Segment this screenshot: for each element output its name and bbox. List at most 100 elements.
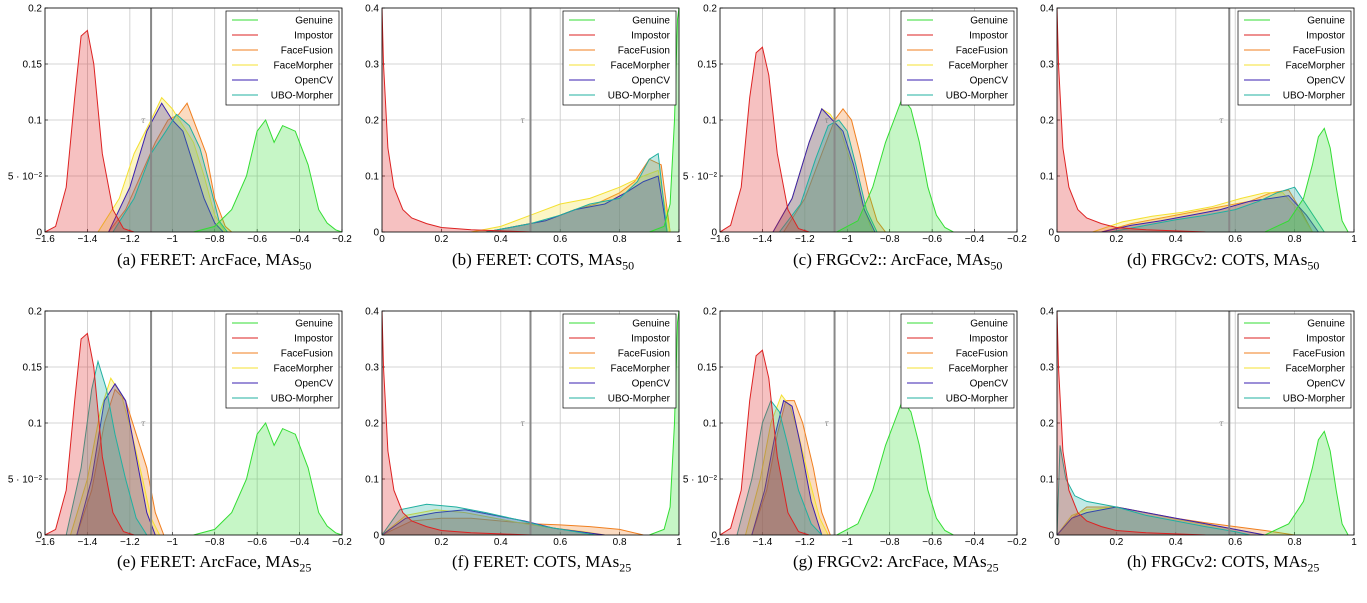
area-impostor bbox=[45, 333, 135, 535]
area-opencv bbox=[108, 103, 224, 232]
x-tick-label: −0.6 bbox=[922, 234, 942, 245]
x-tick-label: −1.4 bbox=[78, 537, 98, 548]
line-ubo-morpher bbox=[112, 113, 228, 232]
x-tick-label: 1 bbox=[676, 537, 682, 548]
x-tick-label: 0 bbox=[1054, 537, 1060, 548]
area-ubo-morpher bbox=[112, 114, 228, 232]
x-tick-label: 0.4 bbox=[1169, 234, 1183, 245]
x-tick-label: 0.2 bbox=[434, 537, 448, 548]
chart-svg: −1.6 −1.4 −1.2 −1 −0.8 −0.6 −0.4 −0.2 0 5 · 10⁻² 0… bbox=[8, 307, 352, 549]
x-tick-label: 0.6 bbox=[553, 234, 567, 245]
area-facefusion bbox=[751, 400, 831, 535]
y-tick-label: 0.1 bbox=[28, 116, 42, 127]
x-tick-label: −0.2 bbox=[332, 537, 352, 548]
legend-label: Impostor bbox=[969, 31, 1009, 42]
y-tick-label: 0.1 bbox=[703, 116, 717, 127]
caption-text: (g) FRGCv2: ArcFace, MAs bbox=[793, 552, 987, 571]
legend-box bbox=[1237, 10, 1352, 106]
threshold-label: τ bbox=[141, 116, 146, 125]
legend-label: OpenCV bbox=[1307, 76, 1346, 87]
x-tick-label: 0.2 bbox=[1109, 537, 1123, 548]
line-facemorpher bbox=[70, 377, 161, 535]
x-tick-label: −1.6 bbox=[710, 537, 730, 548]
y-tick-label: 0 bbox=[36, 531, 42, 542]
legend-label: FaceMorpher bbox=[1286, 364, 1346, 375]
line-ubo-morpher bbox=[485, 152, 668, 232]
chart-caption: (e) FERET: ArcFace, MAs25 bbox=[117, 552, 311, 575]
legend-label: UBO-Morpher bbox=[608, 91, 671, 102]
area-opencv bbox=[1101, 195, 1319, 232]
legend-label: Impostor bbox=[1306, 334, 1346, 345]
legend-label: FaceMorpher bbox=[611, 61, 671, 72]
x-tick-label: −1 bbox=[842, 537, 854, 548]
x-tick-label: −1.4 bbox=[78, 234, 98, 245]
series-group bbox=[1057, 311, 1349, 535]
legend-label: OpenCV bbox=[1307, 379, 1346, 390]
x-tick-label: −0.2 bbox=[1007, 537, 1027, 548]
line-ubo-morpher bbox=[65, 359, 148, 535]
legend-label: FaceFusion bbox=[956, 46, 1008, 57]
legend-label: FaceFusion bbox=[1293, 46, 1345, 57]
legend-label: Genuine bbox=[632, 16, 670, 27]
line-ubo-morpher bbox=[1057, 445, 1251, 535]
caption-text: (b) FERET: COTS, MAs bbox=[452, 250, 623, 269]
x-tick-label: −1.2 bbox=[795, 537, 815, 548]
line-genuine bbox=[1264, 430, 1349, 535]
series-group bbox=[1057, 8, 1349, 232]
legend-label: Genuine bbox=[295, 16, 333, 27]
legend-box bbox=[562, 10, 677, 106]
legend-label: UBO-Morpher bbox=[608, 394, 671, 405]
line-impostor bbox=[720, 349, 810, 535]
x-tick-label: 1 bbox=[1351, 234, 1357, 245]
x-tick-label: −1.2 bbox=[120, 537, 140, 548]
y-tick-label: 0.1 bbox=[703, 419, 717, 430]
y-tick-label: 0.2 bbox=[365, 116, 379, 127]
line-impostor bbox=[382, 8, 531, 232]
caption-subscript: 50 bbox=[299, 258, 312, 273]
area-impostor bbox=[720, 350, 810, 535]
threshold-label: τ bbox=[520, 419, 525, 428]
x-tick-label: −1.6 bbox=[710, 234, 730, 245]
x-tick-label: 0.2 bbox=[434, 234, 448, 245]
legend-label: FaceMorpher bbox=[949, 61, 1009, 72]
area-facefusion bbox=[108, 103, 232, 232]
plot-frame bbox=[719, 7, 1018, 233]
x-tick-label: −0.6 bbox=[247, 537, 267, 548]
chart-svg: 0 0.2 0.4 0.6 0.8 1 0 0.1 0.2 0.3 0.4 τ Genuine Impos… bbox=[1040, 307, 1357, 549]
area-opencv bbox=[773, 108, 875, 232]
legend: Genuine Impostor FaceFusion FaceMorpher Open… bbox=[225, 10, 340, 106]
area-facemorpher bbox=[773, 108, 873, 232]
y-tick-label: 0.4 bbox=[1040, 307, 1054, 318]
area-genuine bbox=[836, 400, 954, 535]
caption-subscript: 50 bbox=[622, 258, 635, 273]
y-tick-label: 0.4 bbox=[1040, 4, 1054, 15]
series-group bbox=[382, 8, 679, 232]
caption-text: (h) FRGCv2: COTS, MAs bbox=[1127, 552, 1308, 571]
legend: Genuine Impostor FaceFusion FaceMorpher Open… bbox=[1237, 10, 1352, 106]
line-facemorpher bbox=[745, 393, 829, 535]
legend-box bbox=[900, 313, 1015, 409]
area-genuine bbox=[193, 423, 342, 535]
plot-frame bbox=[719, 310, 1018, 536]
area-ubo-morpher bbox=[1057, 445, 1250, 535]
x-tick-label: −1.4 bbox=[753, 234, 773, 245]
legend-label: UBO-Morpher bbox=[946, 394, 1009, 405]
area-facemorpher bbox=[471, 170, 671, 232]
chart-svg: −1.6 −1.4 −1.2 −1 −0.8 −0.6 −0.4 −0.2 0 5 · 10⁻² 0… bbox=[683, 4, 1027, 246]
area-genuine bbox=[1264, 128, 1349, 232]
y-tick-label: 0.4 bbox=[365, 4, 379, 15]
chart-caption: (g) FRGCv2: ArcFace, MAs25 bbox=[793, 552, 999, 575]
x-tick-label: −1.4 bbox=[753, 537, 773, 548]
x-tick-label: 0 bbox=[1054, 234, 1060, 245]
legend-label: FaceFusion bbox=[618, 46, 670, 57]
caption-text: (d) FRGCv2: COTS, MAs bbox=[1127, 250, 1308, 269]
legend-label: OpenCV bbox=[632, 76, 671, 87]
chart-caption: (c) FRGCv2:: ArcFace, MAs50 bbox=[793, 250, 1002, 273]
x-tick-label: 0.2 bbox=[1109, 234, 1123, 245]
area-impostor bbox=[45, 30, 135, 232]
plot-frame bbox=[44, 7, 343, 233]
y-tick-label: 0.3 bbox=[365, 363, 379, 374]
chart-caption: (h) FRGCv2: COTS, MAs25 bbox=[1127, 552, 1319, 575]
y-tick-label: 0.2 bbox=[28, 307, 42, 318]
legend-label: Impostor bbox=[294, 31, 334, 42]
